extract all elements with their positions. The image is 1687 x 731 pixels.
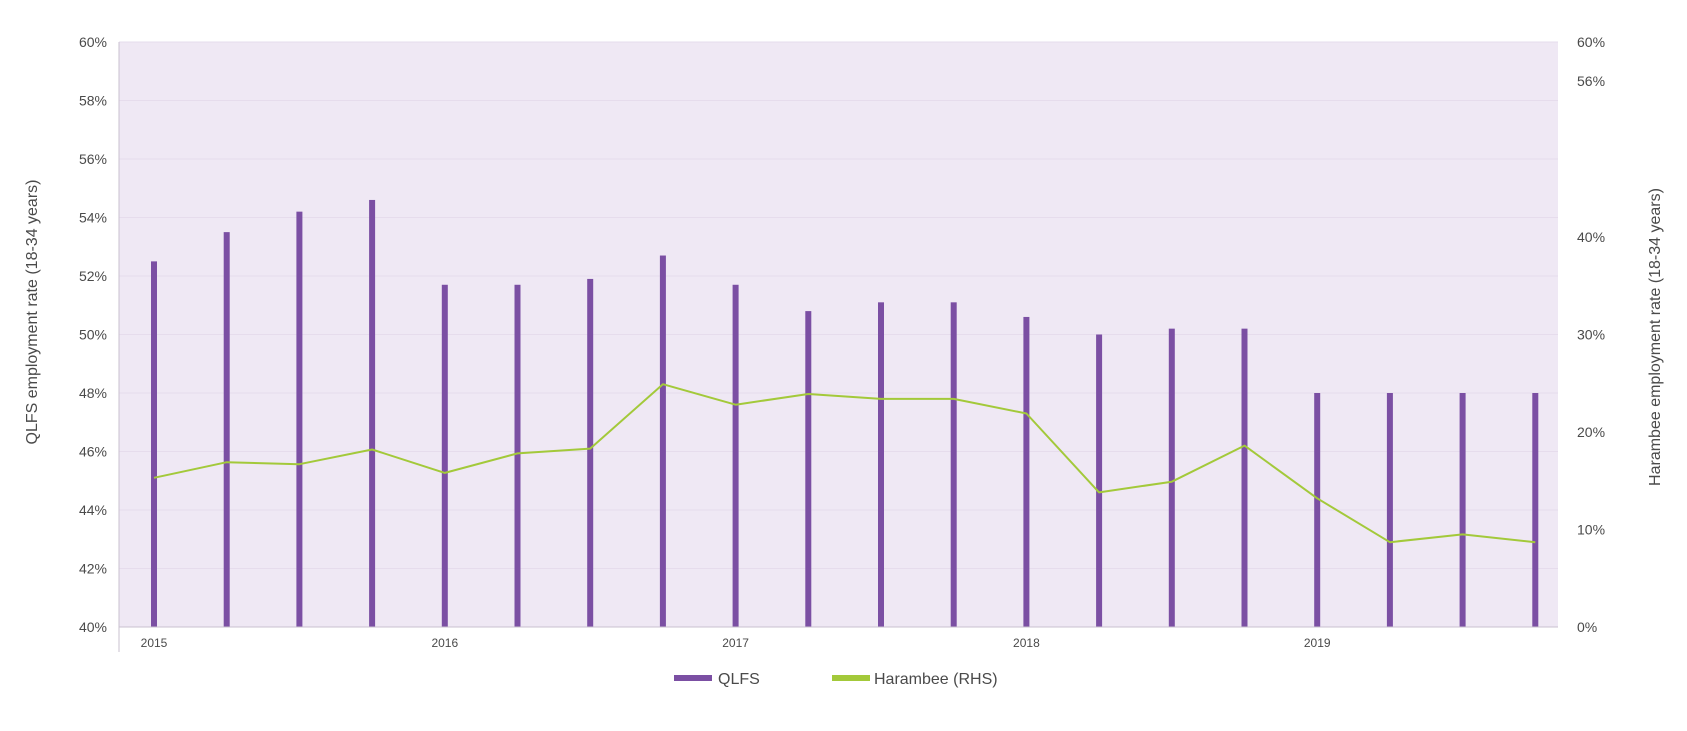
left-tick-label: 50%: [79, 327, 107, 343]
left-tick-label: 40%: [79, 619, 107, 635]
legend-swatch-harambee: [832, 675, 870, 681]
right-tick-label: 20%: [1577, 424, 1605, 440]
legend-label-harambee: Harambee (RHS): [874, 671, 998, 688]
bar-qlfs: [805, 311, 812, 627]
left-tick-label: 52%: [79, 268, 107, 284]
bar-qlfs: [659, 255, 666, 627]
left-axis-title: QLFS employment rate (18-34 years): [24, 180, 41, 445]
x-tick-label: 2015: [141, 636, 168, 650]
bar-qlfs: [732, 284, 739, 627]
right-axis-title: Harambee employment rate (18-34 years): [1647, 188, 1664, 486]
bar-qlfs: [223, 232, 230, 627]
bar-qlfs: [950, 302, 957, 627]
bar-qlfs: [878, 302, 884, 627]
bar-qlfs: [1532, 393, 1539, 627]
left-axis-ticks: 40% 42% 44% 46% 48% 50% 52% 54% 56% 58% 60%: [79, 34, 107, 635]
left-tick-label: 42%: [79, 561, 107, 577]
left-tick-label: 54%: [79, 210, 107, 226]
bar-qlfs: [1168, 328, 1175, 627]
right-tick-label: 30%: [1577, 327, 1605, 343]
legend-label-qlfs: QLFS: [718, 671, 760, 688]
bar-qlfs: [1241, 328, 1248, 627]
bar-qlfs: [1459, 393, 1466, 627]
bar-qlfs: [1096, 334, 1103, 627]
x-tick-label: 2018: [1013, 636, 1040, 650]
right-tick-label: 10%: [1577, 522, 1605, 538]
right-tick-label: 40%: [1577, 229, 1605, 245]
right-tick-label: 60%: [1577, 34, 1605, 50]
right-axis-ticks: 0% 10% 20% 30% 40% 56% 60%: [1577, 34, 1605, 635]
bar-qlfs: [1023, 316, 1030, 627]
x-tick-label: 2019: [1304, 636, 1331, 650]
left-tick-label: 48%: [79, 385, 107, 401]
legend-swatch-qlfs: [674, 675, 712, 681]
harambee-line: [153, 383, 1536, 544]
axes: [118, 42, 1558, 652]
bar-qlfs: [1386, 393, 1393, 627]
bar-qlfs: [514, 284, 521, 627]
harambee-line-group: [153, 383, 1536, 544]
bar-qlfs: [369, 199, 376, 627]
qlfs-bars: [151, 199, 1539, 627]
bar-qlfs: [151, 261, 157, 627]
bar-qlfs: [441, 284, 448, 627]
left-tick-label: 46%: [79, 444, 107, 460]
left-tick-label: 56%: [79, 151, 107, 167]
x-axis-ticks: 2015 2016 2017 2018 2019: [141, 636, 1331, 650]
right-tick-label: 0%: [1577, 619, 1597, 635]
left-tick-label: 58%: [79, 93, 107, 109]
legend: QLFS Harambee (RHS): [674, 671, 998, 688]
x-tick-label: 2016: [431, 636, 458, 650]
bar-qlfs: [296, 211, 303, 627]
left-tick-label: 60%: [79, 34, 107, 50]
x-tick-label: 2017: [722, 636, 749, 650]
left-tick-label: 44%: [79, 502, 107, 518]
bar-qlfs: [1314, 393, 1321, 627]
right-tick-label: 56%: [1577, 73, 1605, 89]
bar-qlfs: [587, 278, 594, 627]
